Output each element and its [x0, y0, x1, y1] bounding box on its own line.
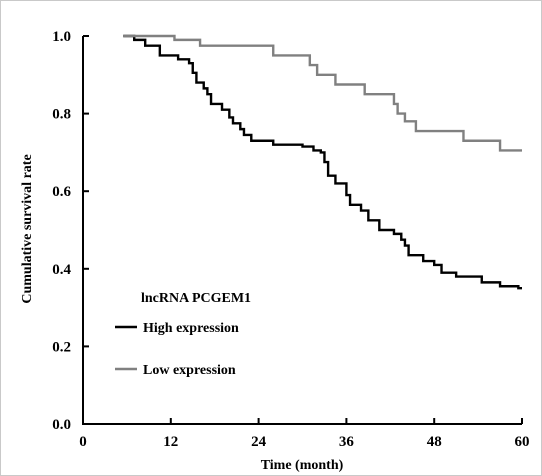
legend-title: lncRNA PCGEM1 [141, 291, 251, 306]
y-tick-label: 0.6 [52, 184, 71, 200]
x-tick-label: 36 [339, 434, 355, 450]
x-tick-label: 12 [163, 434, 178, 450]
y-tick-label: 0.2 [52, 339, 71, 355]
legend-label-low: Low expression [143, 363, 236, 378]
y-tick-label: 0.0 [52, 417, 71, 433]
y-tick-label: 0.8 [52, 107, 71, 123]
series-low-expression-line [123, 34, 522, 152]
y-axis-title: Cumulative survival rate [20, 154, 35, 303]
axes: 0.0 0.2 0.4 0.6 0.8 1.0 0 12 24 36 48 60 [52, 29, 529, 450]
legend-label-high: High expression [143, 321, 239, 336]
x-tick-label: 48 [427, 434, 442, 450]
series-layer [123, 34, 522, 290]
y-tick-label: 0.4 [52, 262, 71, 278]
x-tick-label: 24 [251, 434, 267, 450]
series-high-expression-line [123, 34, 522, 290]
x-tick-label: 0 [79, 434, 87, 450]
x-axis-title: Time (month) [261, 458, 344, 473]
x-tick-label: 60 [515, 434, 530, 450]
y-tick-label: 1.0 [52, 29, 71, 45]
legend: lncRNA PCGEM1 High expression Low expres… [115, 291, 251, 378]
